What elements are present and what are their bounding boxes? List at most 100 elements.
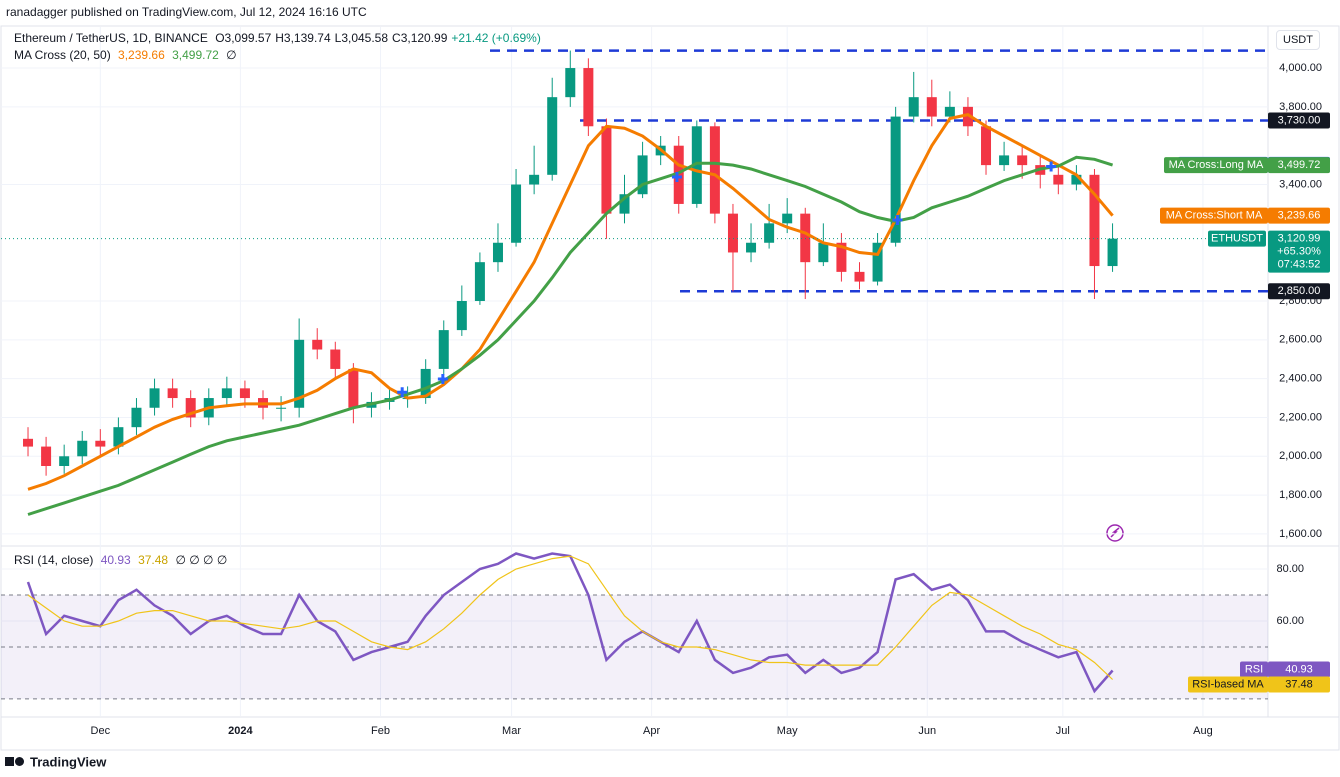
tag-name: RSI (1245, 663, 1263, 675)
cross-marker (892, 215, 903, 226)
series-line (27, 555, 1114, 680)
candle-body (492, 242, 503, 263)
legend-extra: ∅ ∅ ∅ ∅ (175, 553, 228, 567)
candle-body (221, 388, 232, 399)
tag-name-bg (1160, 207, 1268, 224)
tag-value: 40.93 (1285, 663, 1313, 675)
y-tick-label: 60.00 (1276, 615, 1304, 627)
price-tag-bg (1268, 230, 1330, 273)
candle-body (330, 349, 341, 369)
candle-body (836, 242, 847, 272)
tag-value-bg (1268, 157, 1330, 174)
frame (0, 25, 1340, 751)
cross-marker (397, 387, 408, 398)
candle-body (890, 116, 901, 243)
candle-body (511, 184, 522, 243)
series-line (27, 155, 1114, 516)
tag-name: MA Cross:Short MA (1166, 209, 1263, 221)
candle-body (999, 155, 1010, 166)
x-tick-label: May (777, 725, 798, 737)
currency-button[interactable]: USDT (1276, 30, 1320, 50)
quote: L3,045.58 (334, 31, 389, 45)
candle-body (77, 440, 88, 457)
y-tick-label: 2,000.00 (1279, 450, 1322, 462)
legend-extra: ∅ (226, 48, 237, 62)
tag-name: MA Cross:Long MA (1169, 159, 1264, 171)
level-tag-bg (1268, 112, 1330, 129)
candle-body (926, 97, 937, 117)
candle-body (1089, 174, 1100, 267)
quote-change: +21.42 (+0.69%) (451, 31, 541, 45)
legend-value: 40.93 (100, 553, 131, 567)
candle-body (746, 242, 757, 253)
publisher: ranadagger published on TradingView.com,… (6, 5, 367, 19)
candle-body (420, 368, 431, 399)
symbol-title: Ethereum / TetherUS, 1D, BINANCE (14, 31, 208, 45)
y-tick-label: 3,800.00 (1279, 101, 1322, 113)
tag-name-bg (1240, 661, 1268, 678)
candle-body (131, 407, 142, 428)
price-tag-price: 3,120.99 (1278, 233, 1321, 245)
cross-marker (671, 171, 682, 182)
cross-marker (1046, 161, 1057, 172)
y-tick-label: 80.00 (1276, 563, 1304, 575)
candle-body (312, 339, 323, 350)
tag-name: RSI-based MA (1192, 678, 1264, 690)
x-tick-label: 2024 (228, 725, 253, 737)
candle-body (619, 194, 630, 214)
candle-body (944, 106, 955, 117)
x-tick-label: Jun (918, 725, 936, 737)
candle-body (782, 213, 793, 224)
y-tick-label: 3,400.00 (1279, 178, 1322, 190)
level-tag: 2,850.00 (1278, 285, 1321, 297)
candle-body (727, 213, 738, 253)
tag-name-bg (1208, 230, 1266, 247)
candle-body (1107, 238, 1118, 267)
quote: O3,099.57 (215, 31, 272, 45)
candle-body (637, 155, 648, 195)
tag-value-bg (1268, 676, 1330, 693)
x-tick-label: Aug (1193, 725, 1213, 737)
x-tick-label: Mar (502, 725, 521, 737)
candle-body (691, 126, 702, 204)
candle-body (456, 300, 467, 331)
tag-name: ETHUSDT (1211, 233, 1263, 245)
candle-body (474, 262, 485, 301)
tag-value: 3,499.72 (1278, 159, 1321, 171)
level-tag: 3,730.00 (1278, 114, 1321, 126)
x-tick-label: Apr (643, 725, 660, 737)
candle-body (1071, 174, 1082, 185)
candle-body (1053, 174, 1064, 185)
tag-value-bg (1268, 661, 1330, 678)
price-tag-change: +65.30% (1277, 246, 1321, 258)
candle-body (872, 242, 883, 282)
candle-body (565, 68, 576, 98)
series-line (27, 113, 1114, 491)
candle-body (709, 126, 720, 214)
legend-value: 37.48 (138, 553, 169, 567)
tag-value: 37.48 (1285, 678, 1313, 690)
symbol-legend: Ethereum / TetherUS, 1D, BINANCE O3,099.… (14, 31, 545, 45)
candle-body (149, 388, 160, 408)
candle-body (294, 339, 305, 408)
candle-body (59, 456, 70, 466)
quote: H3,139.74 (275, 31, 331, 45)
legend-value: 3,239.66 (118, 48, 165, 62)
candle-body (547, 97, 558, 175)
price-tag-countdown: 07:43:52 (1278, 259, 1321, 271)
tag-name-bg (1164, 157, 1268, 174)
tag-value: 3,239.66 (1278, 209, 1321, 221)
candle-body (583, 68, 594, 127)
y-tick-label: 4,000.00 (1279, 62, 1322, 74)
candle-body (239, 388, 250, 399)
brand: TradingView (30, 754, 107, 769)
y-tick-label: 2,200.00 (1279, 411, 1322, 423)
candle-body (95, 440, 106, 447)
legend-value: 3,499.72 (172, 48, 219, 62)
y-tick-label: 1,800.00 (1279, 489, 1322, 501)
candle-body (601, 126, 612, 214)
alert-icon[interactable] (1106, 524, 1124, 542)
y-tick-label: 1,600.00 (1279, 528, 1322, 540)
